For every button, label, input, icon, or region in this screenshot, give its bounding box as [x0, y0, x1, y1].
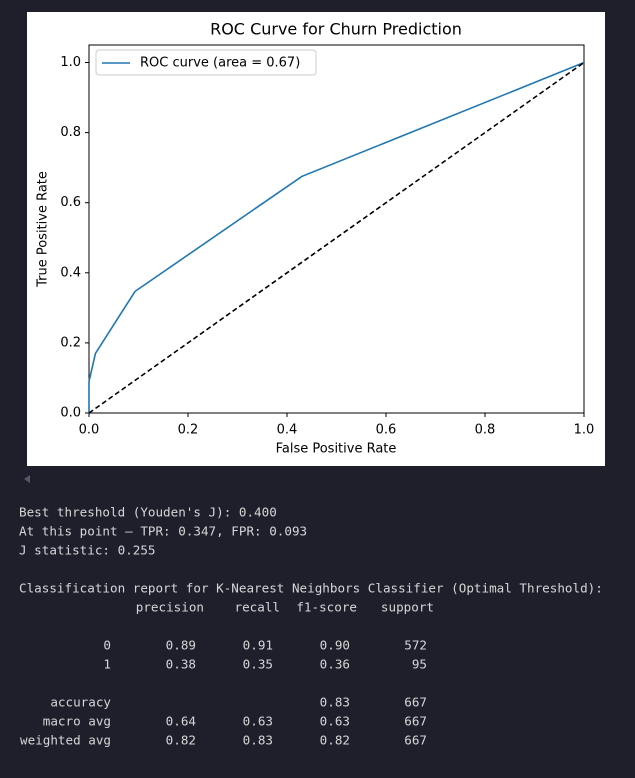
report-cell: 0.83: [243, 733, 273, 748]
report-header: f1-score: [296, 600, 357, 615]
legend-label: ROC curve (area = 0.67): [140, 56, 300, 71]
report-cell: 0.90: [320, 638, 350, 653]
plot-frame: [88, 44, 585, 414]
chart-title: ROC Curve for Churn Prediction: [210, 20, 462, 39]
report-cell: 0.82: [320, 733, 350, 748]
report-cell: 0.38: [166, 657, 196, 672]
x-tick-label: 0.2: [178, 423, 199, 438]
output-line: Best threshold (Youden's J): 0.400: [19, 505, 277, 520]
y-tick-label: 0.0: [60, 406, 81, 421]
report-cell: 0.63: [320, 714, 350, 729]
report-cell: 667: [404, 733, 427, 748]
output-line: J statistic: 0.255: [19, 543, 155, 558]
report-cell: 0.36: [320, 657, 350, 672]
report-header: recall: [235, 600, 281, 615]
x-tick-label: 0.0: [79, 423, 100, 438]
report-header: support: [381, 600, 434, 615]
report-cell: 0.89: [166, 638, 196, 653]
x-tick-label: 1.0: [574, 423, 595, 438]
y-tick-label: 1.0: [60, 55, 81, 70]
report-cell: 0.64: [166, 714, 196, 729]
report-cell: 0.35: [243, 657, 273, 672]
x-axis-label: False Positive Rate: [276, 442, 397, 457]
report-cell: 0.91: [243, 638, 273, 653]
scroll-arrow: [24, 475, 30, 483]
report-header: precision: [136, 600, 204, 615]
report-cell: 667: [404, 714, 427, 729]
report-cell: 667: [404, 695, 427, 710]
legend-box: [95, 49, 317, 76]
y-tick-label: 0.8: [60, 125, 81, 140]
y-tick-label: 0.6: [60, 195, 81, 210]
row-label: 0: [103, 638, 111, 653]
row-label: macro avg: [43, 714, 111, 729]
y-tick-label: 0.2: [60, 335, 81, 350]
report-cell: 0.63: [243, 714, 273, 729]
report-cell: 0.83: [320, 695, 350, 710]
report-cell: 0.82: [166, 733, 196, 748]
chart-background: [27, 12, 605, 466]
report-cell: 572: [404, 638, 427, 653]
output-line: At this point — TPR: 0.347, FPR: 0.093: [19, 524, 307, 539]
report-cell: 95: [412, 657, 427, 672]
report-title: Classification report for K-Nearest Neig…: [19, 581, 603, 596]
y-axis-label: True Positive Rate: [36, 171, 51, 288]
line-series: [88, 61, 585, 413]
x-tick-label: 0.6: [376, 423, 397, 438]
x-tick-label: 0.8: [475, 423, 496, 438]
row-label: 1: [103, 657, 111, 672]
row-label: weighted avg: [20, 733, 111, 748]
line-series: [88, 61, 585, 414]
y-tick-label: 0.4: [60, 265, 81, 280]
x-tick-label: 0.4: [277, 423, 298, 438]
row-label: accuracy: [50, 695, 111, 710]
